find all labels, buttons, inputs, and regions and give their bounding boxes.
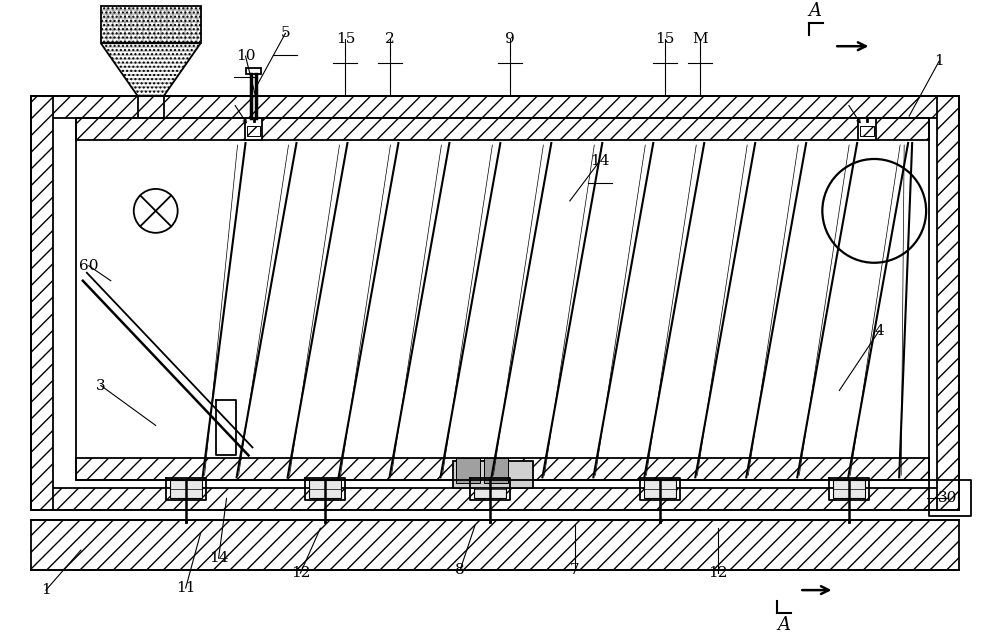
- Text: 12: 12: [708, 566, 727, 580]
- Text: 11: 11: [176, 581, 195, 595]
- Polygon shape: [101, 6, 201, 44]
- Bar: [833, 481, 865, 499]
- Text: A: A: [777, 616, 790, 634]
- Text: 60: 60: [79, 259, 99, 273]
- Text: 5: 5: [281, 26, 290, 40]
- Bar: [456, 458, 480, 483]
- Bar: [309, 481, 341, 499]
- Polygon shape: [76, 118, 929, 140]
- Text: 30: 30: [937, 492, 957, 506]
- Text: 10: 10: [236, 49, 255, 63]
- Bar: [474, 481, 506, 499]
- Text: 15: 15: [336, 32, 355, 46]
- Text: 4: 4: [874, 324, 884, 338]
- Bar: [170, 481, 202, 499]
- Text: M: M: [692, 32, 707, 46]
- Bar: [247, 126, 260, 136]
- Text: 14: 14: [209, 551, 228, 565]
- Polygon shape: [937, 96, 959, 510]
- Bar: [858, 118, 876, 140]
- Polygon shape: [76, 458, 929, 481]
- Text: A: A: [809, 3, 822, 20]
- Bar: [860, 126, 874, 136]
- Text: 7: 7: [570, 563, 580, 577]
- Text: 2: 2: [385, 32, 395, 46]
- Text: 14: 14: [590, 154, 610, 168]
- Polygon shape: [31, 520, 959, 570]
- Text: 15: 15: [655, 32, 674, 46]
- Bar: [484, 458, 508, 483]
- Text: 8: 8: [455, 563, 465, 577]
- Bar: [644, 481, 676, 499]
- Text: 1: 1: [934, 54, 944, 68]
- Bar: [453, 461, 533, 488]
- Text: 3: 3: [96, 378, 106, 392]
- Text: 1: 1: [41, 583, 51, 597]
- Bar: [246, 68, 261, 74]
- Text: 12: 12: [291, 566, 310, 580]
- Polygon shape: [101, 44, 201, 96]
- Polygon shape: [31, 96, 53, 510]
- Text: 9: 9: [505, 32, 515, 46]
- Polygon shape: [31, 96, 959, 118]
- Polygon shape: [31, 488, 959, 510]
- Bar: [245, 118, 262, 140]
